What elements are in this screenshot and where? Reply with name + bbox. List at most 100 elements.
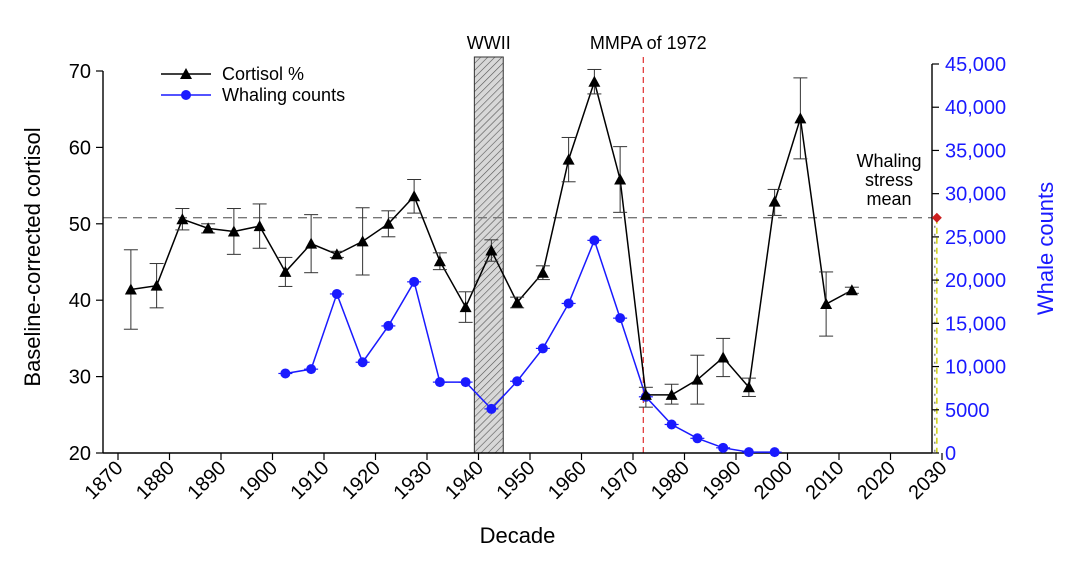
whaling-point	[666, 419, 677, 430]
y-left-tick-label: 40	[69, 290, 91, 312]
cortisol-point	[717, 351, 730, 363]
x-tick-label: 1940	[441, 457, 488, 504]
y-right-tick-label: 15,000	[945, 313, 1006, 335]
cortisol-point	[459, 301, 472, 313]
whaling-point	[383, 320, 394, 331]
whaling-point	[434, 377, 445, 388]
whaling-point	[769, 447, 780, 458]
cortisol-point	[176, 213, 189, 225]
legend-whaling-marker	[181, 90, 191, 100]
cortisol-point	[614, 173, 627, 185]
legend-cortisol-marker	[180, 68, 192, 79]
cortisol-point	[562, 153, 575, 165]
wwii-band: WWII	[467, 33, 511, 454]
whaling-series	[278, 235, 782, 458]
x-tick-label: 2020	[853, 457, 900, 504]
stress-mean-marker	[931, 212, 942, 223]
cortisol-point	[691, 373, 704, 385]
whaling-point	[743, 447, 754, 458]
cortisol-point	[742, 381, 755, 393]
wwii-label: WWII	[467, 33, 511, 53]
y-left-tick-label: 20	[69, 443, 91, 465]
cortisol-point	[150, 279, 163, 291]
x-tick-label: 1910	[287, 457, 334, 504]
x-tick-label: 1880	[132, 457, 179, 504]
y-right-tick-label: 45,000	[945, 54, 1006, 76]
whaling-point	[306, 364, 317, 375]
x-tick-label: 1990	[699, 457, 746, 504]
mmpa-label: MMPA of 1972	[590, 33, 707, 53]
cortisol-point	[511, 296, 524, 308]
cortisol-point	[253, 220, 266, 232]
whaling-point	[357, 357, 368, 368]
whaling-point	[486, 403, 497, 414]
whaling-point	[512, 376, 523, 387]
stress-mean-label-line-2: stress	[865, 170, 913, 190]
legend-whaling-label: Whaling counts	[222, 85, 345, 105]
x-tick-label: 1890	[184, 457, 231, 504]
y-right-tick-label: 0	[945, 443, 956, 465]
cortisol-point	[330, 248, 343, 260]
whaling-point	[460, 377, 471, 388]
cortisol-point	[768, 195, 781, 207]
y-left-tick-label: 60	[69, 137, 91, 159]
cortisol-point	[639, 388, 652, 400]
whaling-point	[331, 288, 342, 299]
cortisol-point	[536, 266, 549, 278]
y-axis-right-title: Whale counts	[1033, 182, 1058, 315]
cortisol-point	[227, 225, 240, 237]
y-axis-left-title: Baseline-corrected cortisol	[20, 127, 45, 386]
cortisol-point	[794, 112, 807, 124]
stress-mean-label-line-3: mean	[866, 189, 911, 209]
x-tick-label: 2010	[802, 457, 849, 504]
x-tick-label: 2000	[750, 457, 797, 504]
cortisol-point	[124, 283, 137, 295]
whaling-point	[589, 235, 600, 246]
y-left-tick-label: 30	[69, 367, 91, 389]
whaling-point	[280, 368, 291, 379]
legend-cortisol-label: Cortisol %	[222, 64, 304, 84]
whaling-point	[537, 343, 548, 354]
cortisol-series	[123, 68, 859, 408]
y-right-tick-label: 5000	[945, 400, 990, 422]
cortisol-point	[408, 190, 421, 202]
x-tick-label: 1980	[647, 457, 694, 504]
x-axis-title: Decade	[480, 523, 556, 548]
cortisol-point	[588, 75, 601, 87]
stress-mean-label-line-1: Whaling	[856, 151, 921, 171]
x-tick-label: 1900	[235, 457, 282, 504]
x-tick-label: 1960	[544, 457, 591, 504]
whaling-point	[409, 276, 420, 287]
cortisol-point	[305, 237, 318, 249]
cortisol-point	[485, 244, 498, 256]
y-right-tick-label: 40,000	[945, 97, 1006, 119]
cortisol-point	[820, 298, 833, 310]
cortisol-point	[433, 255, 446, 267]
cortisol-point	[202, 222, 215, 234]
x-tick-label: 1950	[493, 457, 540, 504]
y-left-tick-label: 50	[69, 214, 91, 236]
y-right-tick-label: 25,000	[945, 227, 1006, 249]
mmpa-marker: MMPA of 1972	[590, 33, 707, 453]
cortisol-point	[279, 265, 292, 277]
x-tick-label: 1920	[338, 457, 385, 504]
whaling-point	[692, 433, 703, 444]
whaling-point	[615, 313, 626, 324]
cortisol-point	[665, 388, 678, 400]
whaling-line	[285, 238, 775, 453]
cortisol-point	[356, 235, 369, 247]
y-right-tick-label: 20,000	[945, 270, 1006, 292]
x-tick-label: 1970	[596, 457, 643, 504]
cortisol-point	[382, 217, 395, 229]
cortisol-point	[845, 284, 858, 296]
whaling-point	[563, 298, 574, 309]
x-tick-label: 1930	[390, 457, 437, 504]
y-right-tick-label: 10,000	[945, 357, 1006, 379]
whaling-point	[718, 442, 729, 453]
y-right-tick-label: 35,000	[945, 140, 1006, 162]
y-left-tick-label: 70	[69, 61, 91, 83]
y-right-tick-label: 30,000	[945, 184, 1006, 206]
legend: Cortisol % Whaling counts	[161, 64, 345, 105]
